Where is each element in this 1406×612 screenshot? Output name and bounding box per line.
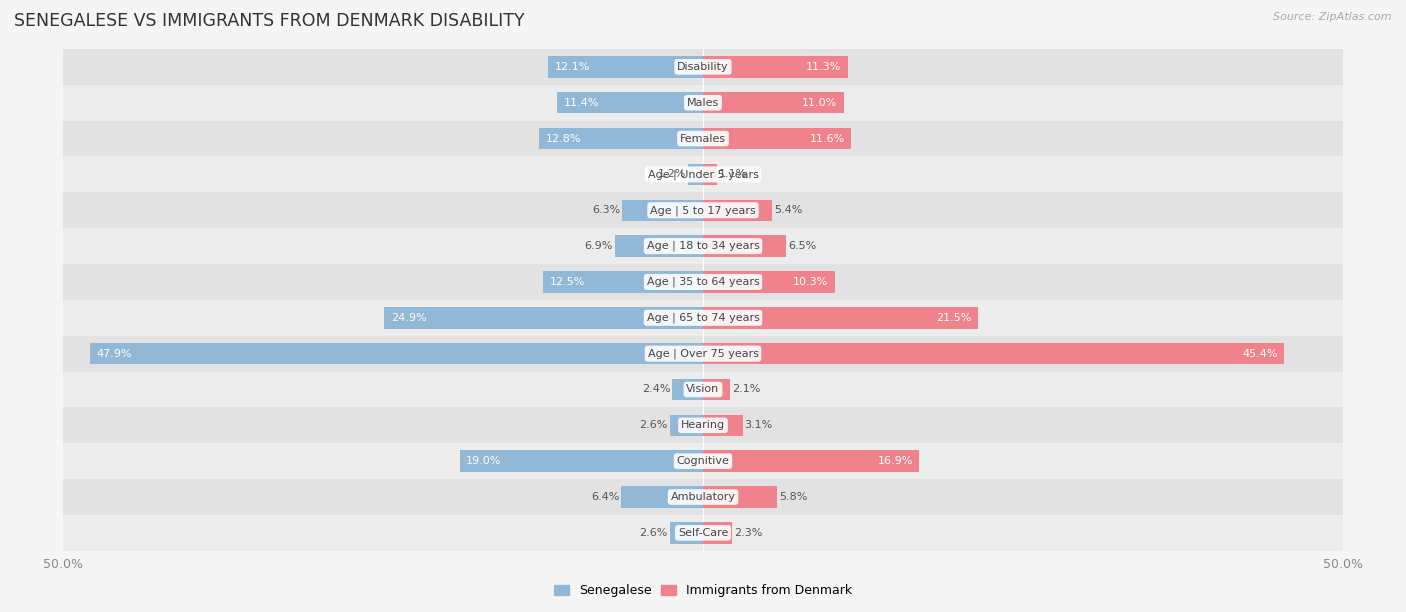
Text: Age | Over 75 years: Age | Over 75 years [648,348,758,359]
Text: Age | 5 to 17 years: Age | 5 to 17 years [650,205,756,215]
Text: Age | 18 to 34 years: Age | 18 to 34 years [647,241,759,252]
Bar [90,343,703,364]
Text: 11.6%: 11.6% [810,133,845,144]
Bar [63,515,1343,551]
Bar [703,236,786,257]
Bar [623,200,703,221]
Text: 2.3%: 2.3% [734,528,762,538]
Text: 2.4%: 2.4% [643,384,671,395]
Bar [63,264,1343,300]
Text: 1.1%: 1.1% [718,170,747,179]
Bar [63,49,1343,85]
Text: 6.3%: 6.3% [592,205,620,215]
Text: 12.5%: 12.5% [550,277,585,287]
Text: 21.5%: 21.5% [936,313,972,323]
Bar [703,271,835,293]
Bar [63,121,1343,157]
Bar [703,92,844,113]
Text: Hearing: Hearing [681,420,725,430]
Text: Age | 35 to 64 years: Age | 35 to 64 years [647,277,759,287]
Text: 47.9%: 47.9% [97,349,132,359]
Text: 3.1%: 3.1% [745,420,773,430]
Text: 11.4%: 11.4% [564,98,599,108]
Text: Ambulatory: Ambulatory [671,492,735,502]
Bar [703,414,742,436]
Bar [557,92,703,113]
Text: 11.0%: 11.0% [801,98,838,108]
Bar [703,128,852,149]
Text: Self-Care: Self-Care [678,528,728,538]
Text: 2.6%: 2.6% [640,420,668,430]
Text: 16.9%: 16.9% [877,456,912,466]
Text: 12.8%: 12.8% [546,133,581,144]
Text: Age | Under 5 years: Age | Under 5 years [648,169,758,180]
Bar [540,128,703,149]
Text: SENEGALESE VS IMMIGRANTS FROM DENMARK DISABILITY: SENEGALESE VS IMMIGRANTS FROM DENMARK DI… [14,12,524,30]
Text: Vision: Vision [686,384,720,395]
Legend: Senegalese, Immigrants from Denmark: Senegalese, Immigrants from Denmark [548,580,858,602]
Text: 45.4%: 45.4% [1241,349,1278,359]
Text: Males: Males [688,98,718,108]
Bar [63,300,1343,336]
Bar [621,487,703,508]
Text: 6.5%: 6.5% [789,241,817,251]
Text: 5.8%: 5.8% [779,492,807,502]
Text: 11.3%: 11.3% [806,62,841,72]
Bar [63,157,1343,192]
Bar [703,450,920,472]
Text: Females: Females [681,133,725,144]
Bar [703,343,1284,364]
Bar [548,56,703,78]
Text: 24.9%: 24.9% [391,313,426,323]
Bar [669,414,703,436]
Bar [703,200,772,221]
Bar [703,522,733,543]
Bar [63,192,1343,228]
Text: 6.4%: 6.4% [591,492,619,502]
Text: Age | 65 to 74 years: Age | 65 to 74 years [647,313,759,323]
Bar [688,163,703,185]
Bar [63,408,1343,443]
Bar [543,271,703,293]
Bar [460,450,703,472]
Bar [63,443,1343,479]
Text: Source: ZipAtlas.com: Source: ZipAtlas.com [1274,12,1392,22]
Bar [63,479,1343,515]
Bar [63,228,1343,264]
Bar [703,379,730,400]
Bar [703,487,778,508]
Bar [703,307,979,329]
Text: 5.4%: 5.4% [775,205,803,215]
Bar [703,56,848,78]
Bar [63,371,1343,408]
Bar [614,236,703,257]
Bar [63,336,1343,371]
Text: 12.1%: 12.1% [554,62,591,72]
Bar [63,85,1343,121]
Text: 19.0%: 19.0% [467,456,502,466]
Bar [384,307,703,329]
Bar [703,163,717,185]
Text: 2.6%: 2.6% [640,528,668,538]
Text: 10.3%: 10.3% [793,277,828,287]
Bar [669,522,703,543]
Text: Cognitive: Cognitive [676,456,730,466]
Text: 2.1%: 2.1% [731,384,761,395]
Text: 1.2%: 1.2% [658,170,686,179]
Text: Disability: Disability [678,62,728,72]
Bar [672,379,703,400]
Text: 6.9%: 6.9% [585,241,613,251]
